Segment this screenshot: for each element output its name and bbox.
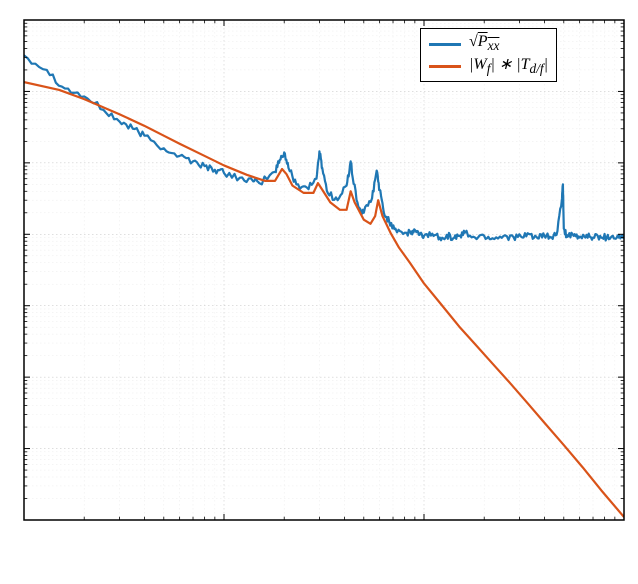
spectrum-chart: √Pxx|Wf| ∗ |Td/f| <box>0 0 638 584</box>
legend-label: |Wf| ∗ |Td/f| <box>469 54 548 77</box>
legend-item: √Pxx <box>429 33 548 55</box>
chart-svg <box>0 0 638 584</box>
legend: √Pxx|Wf| ∗ |Td/f| <box>420 28 557 82</box>
legend-swatch <box>429 43 461 46</box>
legend-swatch <box>429 65 461 68</box>
legend-item: |Wf| ∗ |Td/f| <box>429 55 548 77</box>
legend-label: √Pxx <box>469 33 499 54</box>
